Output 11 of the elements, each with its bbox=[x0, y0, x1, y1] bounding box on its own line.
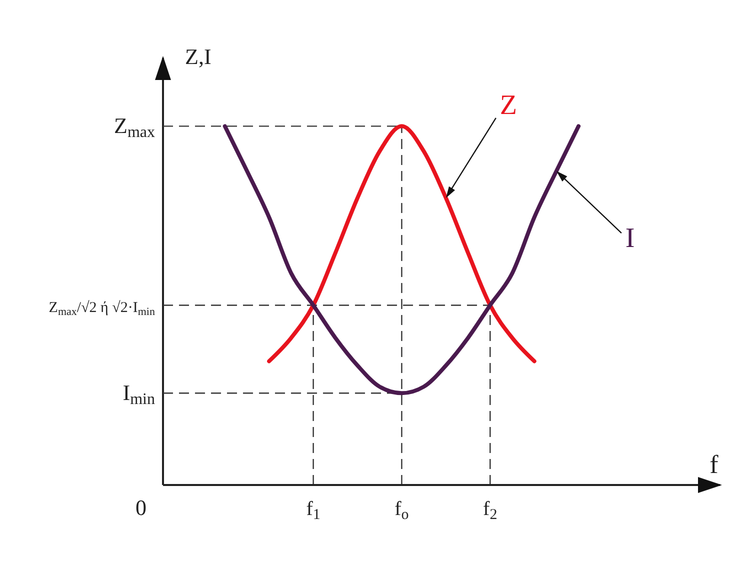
x-tick-label: f$_{2}$ bbox=[483, 498, 498, 523]
x-tick-label: f$_{o}$ bbox=[394, 498, 409, 523]
x-axis-title: f bbox=[710, 450, 719, 479]
text: I bbox=[625, 223, 635, 254]
ref-line-label: I$_{min}$ bbox=[122, 380, 155, 408]
ref-line-label: Z$_{max}$ bbox=[114, 113, 155, 142]
ref-line-label: Z$_{max}$/√2 ή √2·I$_{min}$ bbox=[48, 300, 156, 318]
text: Z bbox=[500, 90, 518, 121]
y-axis-title: Z,I bbox=[185, 44, 212, 69]
x-tick-label: f$_{1}$ bbox=[306, 498, 320, 523]
text: 0 bbox=[136, 495, 146, 520]
